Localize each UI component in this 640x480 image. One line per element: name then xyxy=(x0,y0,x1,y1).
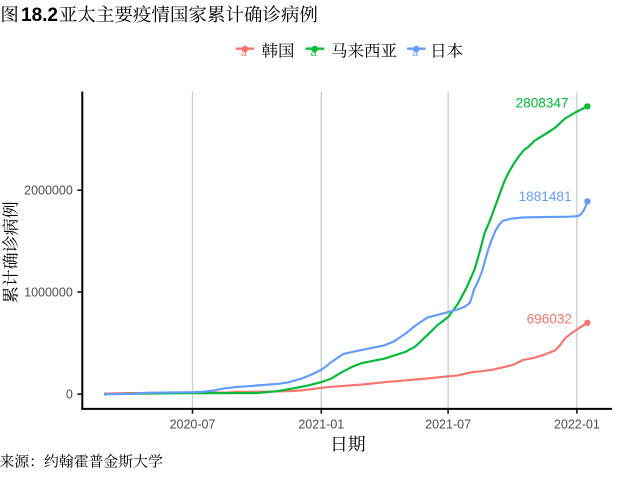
svg-text:1881481: 1881481 xyxy=(519,189,572,204)
svg-text:2808347: 2808347 xyxy=(516,96,569,111)
svg-text:0: 0 xyxy=(66,388,73,402)
svg-text:2021-07: 2021-07 xyxy=(425,417,471,431)
svg-text:2000000: 2000000 xyxy=(24,184,73,198)
svg-text:a: a xyxy=(311,47,318,59)
svg-text:a: a xyxy=(412,47,419,59)
svg-text:2022-01: 2022-01 xyxy=(554,417,600,431)
svg-text:2021-01: 2021-01 xyxy=(298,417,344,431)
svg-text:18.2: 18.2 xyxy=(21,5,58,26)
svg-text:2020-07: 2020-07 xyxy=(170,417,216,431)
svg-text:696032: 696032 xyxy=(527,311,572,326)
svg-text:a: a xyxy=(241,47,248,59)
svg-text:1000000: 1000000 xyxy=(24,286,73,300)
